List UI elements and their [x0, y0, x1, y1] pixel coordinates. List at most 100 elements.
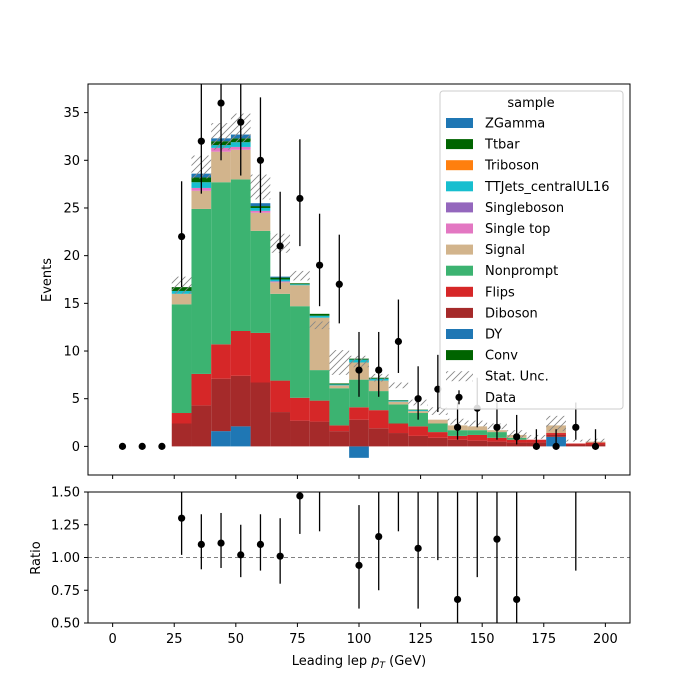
data-point	[572, 423, 580, 431]
stack-bar-nonprompt	[427, 423, 448, 433]
data-point	[178, 232, 186, 241]
legend-marker-data	[455, 393, 463, 401]
y-tick-label: 15	[63, 297, 80, 312]
legend-label-data: Data	[485, 391, 516, 406]
data-point	[552, 442, 560, 450]
ratio-y-tick-label: 0.75	[51, 584, 80, 599]
stack-bar-flips	[270, 380, 291, 413]
ratio-point	[178, 514, 186, 522]
stack-bar-flips	[290, 397, 310, 421]
stat-unc-hatch	[329, 350, 350, 375]
legend-label-stat-unc-: Stat. Unc.	[485, 370, 549, 385]
data-point	[276, 242, 284, 250]
y-tick-label: 35	[63, 106, 80, 121]
ratio-point	[256, 540, 265, 549]
stack-bar-nonprompt	[230, 179, 251, 331]
stack-bar-diboson	[211, 378, 231, 432]
x-tick-label: 50	[228, 632, 245, 647]
data-point	[315, 261, 324, 269]
x-tick-label: 150	[470, 632, 495, 647]
stack-bar-signal	[309, 317, 330, 371]
main-plot-panel: 0 5 10 15 20 25 30 35 Events sample ZGamma Ttbar…	[40, 83, 631, 479]
stack-bar-signal	[388, 401, 409, 405]
main-y-axis-label: Events	[40, 258, 55, 302]
stat-unc-hatch	[388, 382, 409, 389]
data-point	[591, 442, 600, 450]
y-tick-label: 5	[72, 392, 80, 407]
stack-bar-ttjets-centralul16	[309, 315, 330, 318]
legend-label-diboson: Diboson	[485, 306, 538, 321]
main-y-axis-ticks: 0 5 10 15 20 25 30 35	[63, 106, 88, 455]
stack-bar-flips	[467, 434, 488, 441]
ratio-x-axis-ticks: 0 25 50 75 100 125 150 175 200	[108, 623, 618, 647]
data-point	[335, 280, 343, 288]
ratio-point	[414, 544, 422, 552]
stack-bar-nonprompt	[329, 388, 350, 426]
stack-bar-diboson	[368, 428, 389, 447]
legend-swatch-ttjets-centralul16	[446, 181, 473, 192]
stacked-histogram	[171, 134, 606, 458]
legend-label-triboson: Triboson	[484, 159, 539, 174]
stack-bar-ttjets-centralul16	[329, 384, 350, 386]
y-tick-label: 10	[63, 345, 80, 360]
legend-swatch-stat-unc	[446, 371, 473, 382]
legend-label-flips: Flips	[485, 285, 515, 300]
stack-bar-flips	[309, 400, 330, 422]
x-tick-label: 75	[289, 632, 306, 647]
legend-label-single-top: Single top	[485, 222, 550, 237]
stack-bar-nonprompt	[368, 391, 389, 411]
legend-swatch-dy	[446, 329, 473, 339]
ratio-point	[296, 492, 304, 500]
stack-bar-diboson	[427, 437, 448, 447]
x-tick-label: 175	[531, 632, 556, 647]
stack-bar-diboson	[447, 439, 468, 447]
data-point	[532, 442, 540, 450]
stack-bar-diboson	[565, 444, 586, 447]
ratio-y-axis-label: Ratio	[29, 541, 44, 574]
stat-unc-hatch	[290, 270, 310, 281]
stack-bar-diboson	[290, 420, 310, 447]
y-tick-label: 30	[63, 154, 80, 169]
stack-bar-flips	[349, 407, 369, 420]
data-point	[493, 423, 501, 431]
y-tick-label: 25	[63, 201, 80, 216]
ratio-points	[178, 492, 577, 623]
ratio-plot-panel: 0.50 0.75 1.00 1.25 1.50 0 25 50 75 100 125 150 175…	[29, 486, 631, 671]
stack-bar-flips	[230, 330, 251, 376]
stack-bar-nonprompt	[270, 293, 291, 381]
ratio-point	[355, 561, 363, 569]
stat-unc-hatch	[546, 415, 566, 432]
ratio-y-axis-ticks: 0.50 0.75 1.00 1.25 1.50	[51, 486, 88, 632]
x-tick-label: 125	[408, 632, 433, 647]
stack-bar-flips	[211, 344, 231, 379]
legend-label-nonprompt: Nonprompt	[485, 264, 558, 279]
stack-bar-nonprompt	[250, 230, 271, 333]
legend-swatch-single-top	[446, 223, 473, 234]
stack-bar-flips	[368, 410, 389, 429]
stack-bar-signal	[250, 212, 271, 231]
stat-unc-hatch	[309, 321, 330, 330]
stack-bar-diboson	[309, 421, 330, 447]
ratio-point	[197, 540, 205, 549]
x-axis-label-var: p	[370, 654, 379, 669]
stack-bar-ttbar	[329, 383, 350, 385]
legend-label-dy: DY	[485, 328, 502, 343]
data-point	[237, 118, 245, 126]
stack-bar-flips	[191, 373, 212, 406]
stack-bar-signal	[467, 426, 488, 431]
stack-bar-dy	[349, 446, 369, 458]
stack-bar-diboson	[270, 412, 291, 447]
legend-title: sample	[507, 96, 554, 111]
x-tick-label: 25	[166, 632, 183, 647]
legend-swatch-singleboson	[446, 202, 473, 213]
legend-swatch-zgamma	[446, 118, 473, 128]
data-point	[138, 442, 146, 450]
data-point	[197, 137, 205, 145]
x-axis-label-suffix: (GeV)	[385, 654, 426, 669]
stack-bar-diboson	[467, 440, 488, 447]
stack-bar-diboson	[329, 431, 350, 447]
stack-bar-flips	[408, 426, 428, 436]
ratio-point	[453, 595, 462, 604]
legend-swatch-signal	[446, 244, 473, 255]
